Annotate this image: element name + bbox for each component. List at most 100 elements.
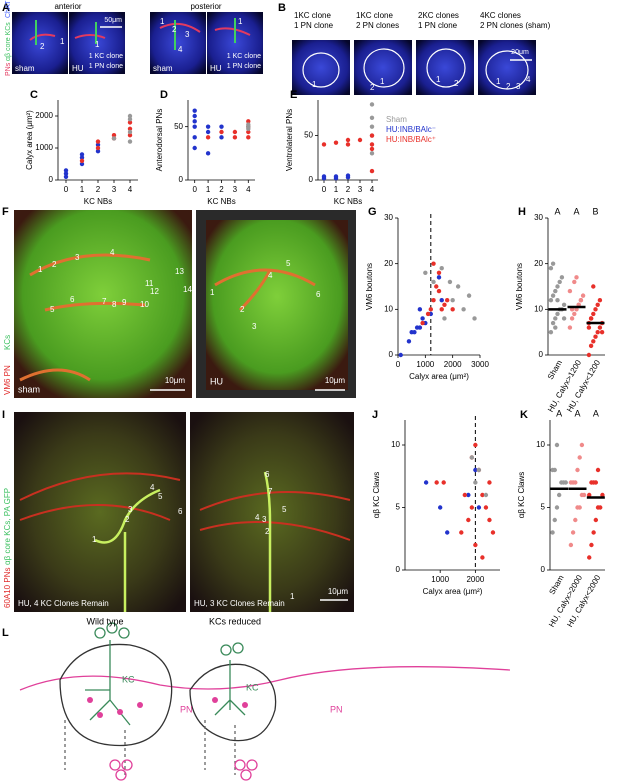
clone-number: 1 [60,37,65,46]
significance-letter: B [592,206,598,216]
data-point [420,316,425,321]
data-point [111,133,117,138]
x-tick-label: 0 [322,185,327,194]
clone-number: 1 [312,80,317,89]
data-point [567,288,573,294]
data-point [588,316,594,321]
data-point [345,137,351,143]
bouton-number: 13 [175,267,184,276]
data-point [459,530,464,535]
micrograph [14,412,186,612]
data-point [476,505,482,510]
bouton-number: 12 [150,287,159,296]
data-point [127,126,133,131]
data-point [574,275,579,280]
data-point [369,146,375,152]
data-point [439,266,444,271]
data-point [573,480,578,485]
heading: 2 PN clones [356,21,399,30]
panel-letter: J [372,409,378,421]
data-point [246,135,251,140]
claw-number: 2 [125,515,130,524]
data-point [232,129,238,135]
y-tick-label: 50 [304,131,313,140]
data-point [369,124,375,129]
scale-label: 10μm [328,587,349,596]
channel-label: KCs [3,335,12,350]
data-point [466,293,472,298]
claw-number: 3 [262,515,267,524]
diagram-label: KC [246,682,259,692]
data-point [579,442,585,448]
data-point [553,325,558,330]
channel-label: αβ core KCs [5,22,12,61]
data-point [246,119,251,124]
data-point [434,480,439,485]
bouton-number: 9 [122,298,127,307]
caption: HU, 3 KC Clones Remain [194,599,285,608]
x-axis-label: Calyx area (μm²) [423,587,483,596]
data-point [561,316,567,321]
pn-signal [19,253,151,382]
bouton-number: 6 [70,295,75,304]
data-point [436,270,442,275]
data-point [559,275,565,280]
data-point [192,113,197,119]
x-tick-label: 2000 [444,360,462,369]
y-axis-label: Anterodorsal PNs [155,109,164,172]
data-point [555,284,560,289]
panel-letter: A [2,2,10,14]
data-point [563,480,568,485]
bouton-number: 3 [75,253,80,262]
data-point [573,517,578,523]
x-tick-label: 3000 [471,360,489,369]
claw-number: 2 [265,527,270,536]
heading: 1KC clone [356,11,393,20]
data-point [127,139,133,144]
data-point [369,102,375,107]
heading: 4KC clones [480,11,521,20]
y-tick-label: 20 [534,259,543,268]
data-point [79,161,85,167]
x-tick-label: 3 [358,185,363,194]
data-point [473,442,478,448]
data-point [548,329,554,335]
data-point [79,158,85,163]
data-point [127,133,133,138]
data-point [127,120,133,125]
y-tick-label: 0 [539,350,544,359]
clone-number: 1 [380,77,385,86]
x-tick-label: 4 [128,185,133,194]
data-point [569,316,575,321]
data-point [417,325,423,330]
data-point [580,293,586,298]
y-tick-label: 30 [534,213,543,222]
data-point [598,505,603,510]
y-tick-label: 1000 [35,143,53,152]
bouton-number: 4 [268,271,273,280]
schematic [19,622,511,781]
legend-entry: Sham [386,115,407,124]
x-tick-label: 1000 [431,575,449,584]
panel-letter: B [278,2,286,14]
y-tick-label: 0 [49,175,54,184]
data-point [572,279,577,285]
bouton-number: 5 [286,259,291,268]
y-tick-label: 10 [534,304,543,313]
data-point [333,174,339,179]
data-point [192,135,197,140]
scale-label: 10μm [325,376,346,385]
scale-label: 20μm [511,49,529,56]
data-point [63,168,69,173]
data-point [436,275,442,280]
data-point [442,316,447,321]
data-point [593,307,598,312]
data-point [591,530,596,535]
micrograph [150,12,206,74]
data-point [473,480,478,485]
clone-number: 1 [95,40,100,49]
y-tick-label: 10 [391,440,400,449]
data-point [205,151,211,156]
significance-letter: A [593,408,599,418]
data-point [586,352,592,358]
